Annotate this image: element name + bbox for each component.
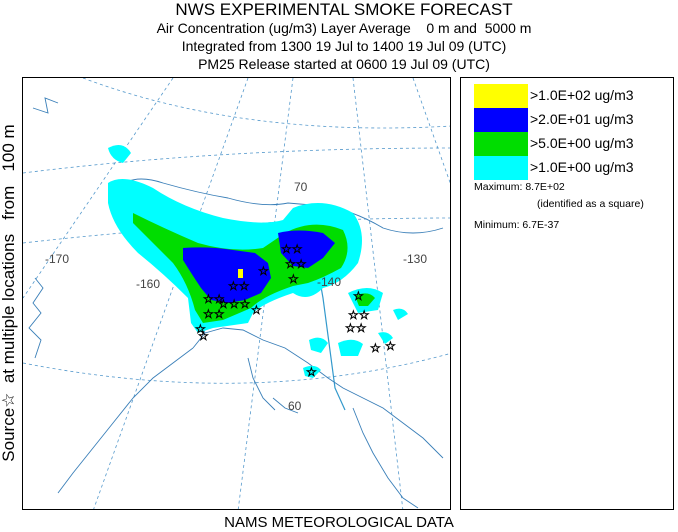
source-marker: ☆☆ [348,308,370,322]
plume-blue-west [183,247,271,303]
plume-cyan-se3 [303,365,321,378]
legend-label-1: >1.0E+02 ug/m3 [530,87,634,103]
lat-line-75 [82,78,450,129]
lat-line-60 [23,353,450,384]
legend-label-4: >1.0E+00 ug/m3 [530,159,634,175]
met-data-footer: NAMS METEOROLOGICAL DATA [224,514,454,531]
lon-label-160: -160 [136,277,160,291]
source-marker: ☆ [195,322,206,336]
maximum-note: (identified as a square) [537,198,644,210]
plume-cyan-se2 [309,337,328,353]
integration-period: Integrated from 1300 19 Jul to 1400 19 J… [181,38,507,54]
lon-label-170: -170 [45,252,69,266]
plume-blue-east [278,230,335,268]
smoke-plume [108,144,408,378]
release-start: PM25 Release started at 0600 19 Jul 09 (… [198,56,490,72]
legend-label-3: >5.0E+00 ug/m3 [530,135,634,151]
lon-line-170 [23,78,174,299]
concentration-subtitle: Air Concentration (ug/m3) Layer Average … [156,20,532,36]
source-marker: ☆ [198,329,209,343]
plume-green-yukon [355,293,375,306]
lon-label-140: -140 [317,275,341,289]
forecast-title: NWS EXPERIMENTAL SMOKE FORECAST [175,0,513,19]
source-marker: ☆ [251,303,262,317]
lat-label-70: 70 [294,180,308,194]
plume-yellow-max [238,269,243,278]
source-marker: ☆ [258,264,269,278]
source-marker: ☆☆ [203,307,225,321]
plume-cyan-se1 [338,339,363,356]
lon-label-130: -130 [403,252,427,266]
source-marker: ☆☆ [345,321,367,335]
source-marker: ☆☆ [203,292,225,306]
source-markers: ☆☆ ☆☆☆ ☆☆ ☆☆ ☆ ☆ ☆ ☆ ☆☆ ☆☆ ☆ ☆☆ ☆☆ ☆ ☆ ☆… [195,242,396,380]
legend-panel: >1.0E+02 ug/m3 >2.0E+01 ug/m3 >5.0E+00 u… [460,77,674,510]
source-marker: ☆ [306,365,317,379]
legend-swatch-cyan [474,156,528,180]
source-marker: ☆ [353,289,364,303]
legend-swatch-green [474,132,528,156]
plume-cyan-east [393,308,408,320]
lat-label-60: 60 [288,399,302,413]
map-canvas: ☆☆ ☆☆☆ ☆☆ ☆☆ ☆ ☆ ☆ ☆ ☆☆ ☆☆ ☆ ☆☆ ☆☆ ☆ ☆ ☆… [23,78,450,509]
source-marker: ☆☆☆ [218,297,250,311]
source-marker: ☆☆ [281,242,303,256]
source-marker: ☆ [385,339,396,353]
source-marker: ☆☆ [285,257,307,271]
legend-label-2: >2.0E+01 ug/m3 [530,111,634,127]
source-side-text: Source☆ at multiple locations from 100 m [0,124,18,462]
maximum-value: Maximum: 8.7E+02 [474,181,565,193]
lat-line-70 [23,147,450,174]
lon-line-160 [93,78,249,509]
smoke-map[interactable]: ☆☆ ☆☆☆ ☆☆ ☆☆ ☆ ☆ ☆ ☆ ☆☆ ☆☆ ☆ ☆☆ ☆☆ ☆ ☆ ☆… [22,77,451,510]
lon-line-130 [412,78,450,184]
source-marker: ☆ [288,272,299,286]
source-marker: ☆ [370,341,381,355]
legend-swatch-blue [474,108,528,132]
source-side-label: Source☆ at multiple locations from 100 m [0,73,18,513]
plume-cyan-se4 [378,332,393,344]
minimum-value: Minimum: 6.7E-37 [474,219,560,231]
legend-swatch-yellow [474,84,528,108]
source-marker: ☆☆ [228,279,250,293]
plume-cyan-north [108,144,131,163]
